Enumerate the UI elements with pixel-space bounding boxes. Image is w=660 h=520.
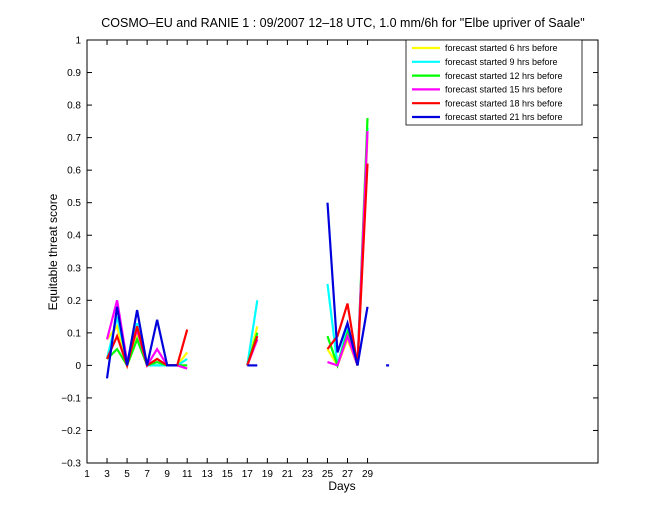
legend: forecast started 6 hrs before forecast st… <box>405 39 583 126</box>
legend-label: forecast started 18 hrs before <box>445 98 563 108</box>
x-tick-label: 19 <box>262 469 274 480</box>
legend-label: forecast started 12 hrs before <box>445 71 563 81</box>
y-tick-label: 0.8 <box>67 101 81 112</box>
legend-box <box>405 39 583 126</box>
y-tick-label: 0.9 <box>67 68 81 79</box>
y-tick-label: 0.5 <box>67 198 81 209</box>
series-line <box>105 306 178 379</box>
x-tick-label: 3 <box>104 469 110 480</box>
legend-label: forecast started 21 hrs before <box>445 112 563 122</box>
y-tick-label: 0.6 <box>67 166 81 177</box>
y-tick-label: 1 <box>75 36 81 47</box>
x-tick-label: 13 <box>202 469 214 480</box>
legend-label: forecast started 6 hrs before <box>445 43 558 53</box>
x-tick-label: 15 <box>222 469 234 480</box>
series-line <box>326 163 369 366</box>
x-tick-label: 25 <box>322 469 334 480</box>
y-axis: −0.3 −0.2 −0.1 0 0.1 0.2 0.3 0.4 0.5 0.6 0.7 0.8 0.9… <box>61 36 598 470</box>
legend-label: forecast started 9 hrs before <box>445 57 558 67</box>
series-line <box>246 300 259 366</box>
series-line <box>246 335 259 366</box>
x-tick-label: 5 <box>124 469 130 480</box>
y-tick-label: 0.1 <box>67 328 81 339</box>
y-tick-label: 0 <box>75 361 81 372</box>
x-tick-label: 29 <box>362 469 374 480</box>
x-tick-label: 21 <box>282 469 294 480</box>
legend-label: forecast started 15 hrs before <box>445 85 563 95</box>
x-tick-label: 9 <box>164 469 170 480</box>
chart-title: COSMO–EU and RANIE 1 : 09/2007 12–18 UTC… <box>101 16 584 30</box>
series-line <box>326 202 369 366</box>
x-tick-label: 7 <box>144 469 150 480</box>
y-tick-label: 0.7 <box>67 133 81 144</box>
y-tick-label: 0.2 <box>67 296 81 307</box>
y-tick-label: −0.1 <box>61 393 81 404</box>
x-axis-label: Days <box>328 479 355 493</box>
y-tick-label: −0.2 <box>61 426 81 437</box>
x-tick-label: 23 <box>302 469 314 480</box>
x-tick-label: 11 <box>182 469 193 480</box>
x-tick-label: 27 <box>342 469 354 480</box>
y-tick-label: 0.3 <box>67 263 81 274</box>
x-axis: 1 3 5 7 9 11 13 15 17 19 21 23 25 27 29 <box>84 40 374 480</box>
x-tick-label: 1 <box>84 469 90 480</box>
x-tick-label: 17 <box>242 469 254 480</box>
y-tick-label: 0.4 <box>67 231 81 242</box>
series-layer <box>105 118 390 379</box>
y-axis-label: Equitable threat score <box>46 193 60 310</box>
series-6 <box>105 202 390 379</box>
y-tick-label: −0.3 <box>61 459 81 470</box>
